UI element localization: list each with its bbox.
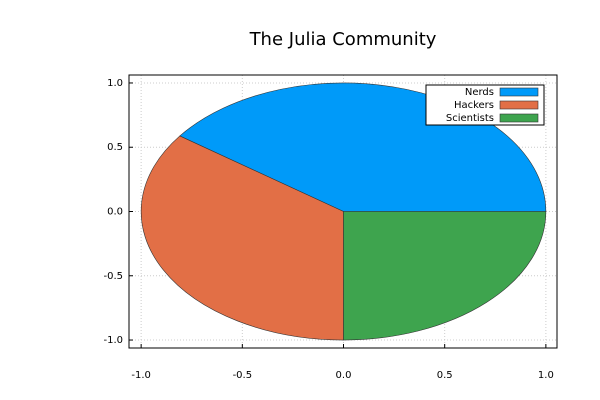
y-tick-label: 0.5	[107, 142, 123, 153]
legend-swatch	[499, 113, 539, 123]
x-tick-label: 0.5	[437, 370, 453, 381]
y-tick-label: 1.0	[107, 78, 123, 89]
y-tick-label: -1.0	[103, 335, 123, 346]
legend-label: Nerds	[465, 87, 494, 98]
plot-frame	[128, 74, 558, 349]
pie-slice	[140, 135, 344, 341]
legend-swatch	[499, 100, 539, 110]
pie-slice	[343, 211, 547, 341]
x-tick-label: 1.0	[538, 370, 554, 381]
chart-title: The Julia Community	[249, 29, 437, 50]
legend-label: Scientists	[446, 113, 494, 124]
x-tick-label: -0.5	[233, 370, 253, 381]
y-tick-label: 0.0	[107, 207, 123, 218]
x-tick-label: 0.0	[336, 370, 352, 381]
legend-swatch	[499, 87, 539, 97]
x-tick-label: -1.0	[131, 370, 151, 381]
y-tick-label: -0.5	[103, 271, 123, 282]
legend-label: Hackers	[454, 100, 494, 111]
